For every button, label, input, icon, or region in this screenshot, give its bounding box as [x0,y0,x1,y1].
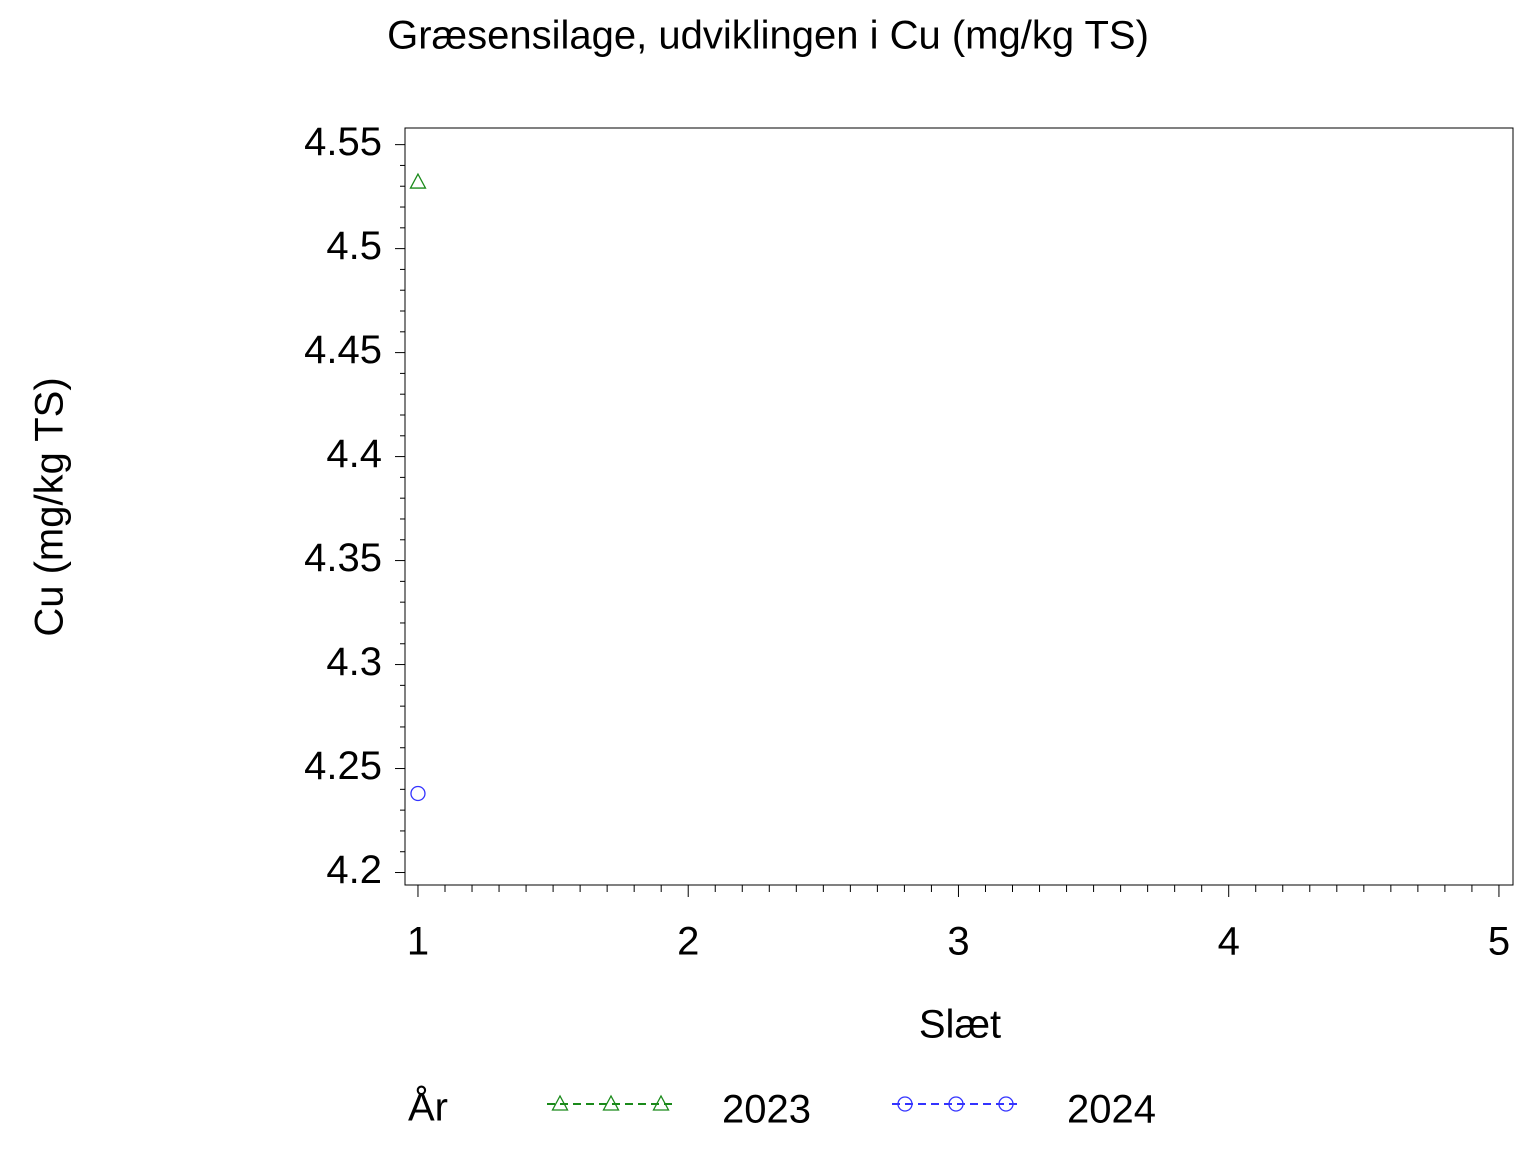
y-tick-label: 4.5 [326,224,382,268]
y-tick-label: 4.25 [304,744,382,788]
x-tick-label: 5 [1488,920,1510,964]
y-tick-label: 4.3 [326,640,382,684]
y-tick-label: 4.2 [326,848,382,892]
legend-label: 2024 [1067,1088,1156,1132]
legend-marker [897,1096,913,1112]
chart-title: Græsensilage, udviklingen i Cu (mg/kg TS… [387,14,1149,58]
x-tick-label: 2 [677,920,699,964]
y-tick-label: 4.55 [304,120,382,164]
plot-frame [404,127,1514,886]
x-tick-label: 1 [407,920,429,964]
x-tick-label: 3 [947,920,969,964]
y-tick-label: 4.4 [326,432,382,476]
x-tick-label: 4 [1218,920,1240,964]
x-axis-label: Slæt [919,1003,1001,1047]
legend-marker [602,1094,620,1111]
legend-marker [948,1096,964,1112]
legend-marker [998,1096,1014,1112]
legend-title: År [408,1085,448,1130]
legend-label: 2023 [722,1088,811,1132]
marker [410,785,426,802]
y-tick-label: 4.35 [304,536,382,580]
marker [409,172,427,189]
legend-marker [551,1094,569,1111]
legend-marker [652,1094,670,1111]
y-tick-label: 4.45 [304,328,382,372]
y-axis-label: Cu (mg/kg TS) [28,377,72,636]
